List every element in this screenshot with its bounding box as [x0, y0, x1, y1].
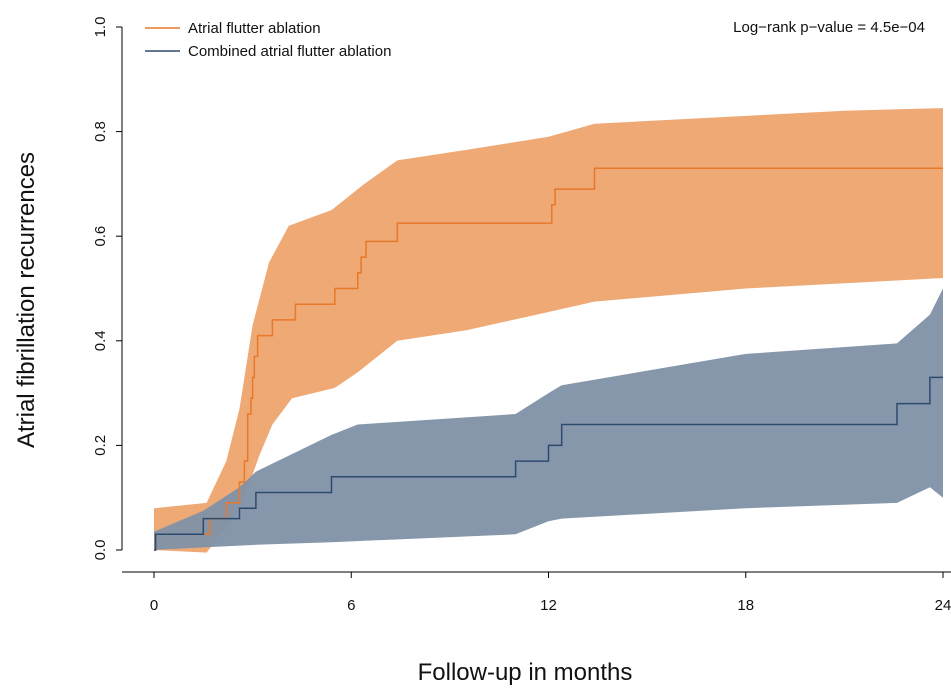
y-tick-label: 0.6 — [92, 226, 109, 247]
y-ticks: 0.0 0.2 0.4 0.6 0.8 1.0 — [92, 17, 122, 561]
y-axis: 0.0 0.2 0.4 0.6 0.8 1.0 — [92, 17, 123, 561]
y-tick-label: 0.8 — [92, 121, 109, 142]
confidence-band-atrial-flutter-ablation — [154, 108, 943, 553]
legend-label-combined-atrial-flutter-ablation: Combined atrial flutter ablation — [188, 43, 391, 60]
x-tick-label: 18 — [737, 597, 754, 614]
x-tick-label: 6 — [347, 597, 355, 614]
plot-area — [154, 108, 943, 553]
y-tick-label: 0.2 — [92, 435, 109, 456]
y-tick-label: 0.4 — [92, 330, 109, 351]
y-tick-label: 0.0 — [92, 540, 109, 561]
x-tick-label: 12 — [540, 597, 557, 614]
legend: Atrial flutter ablation Combined atrial … — [145, 20, 391, 60]
x-tick-label: 0 — [150, 597, 158, 614]
y-axis-title: Atrial fibrillation recurrences — [13, 152, 40, 448]
y-tick-label: 1.0 — [92, 17, 109, 38]
x-tick-label: 24 — [935, 597, 951, 614]
legend-label-atrial-flutter-ablation: Atrial flutter ablation — [188, 20, 321, 37]
step-line-combined-atrial-flutter-ablation — [154, 376, 943, 551]
step-curves — [154, 167, 943, 551]
x-axis-title: Follow-up in months — [418, 659, 633, 686]
x-axis: 0 6 12 18 24 — [122, 571, 951, 614]
confidence-band-combined-atrial-flutter-ablation — [154, 288, 943, 550]
confidence-bands — [154, 108, 943, 553]
step-line-atrial-flutter-ablation — [154, 167, 943, 551]
logrank-annotation: Log−rank p−value = 4.5e−04 — [733, 19, 925, 36]
x-ticks: 0 6 12 18 24 — [150, 572, 951, 614]
